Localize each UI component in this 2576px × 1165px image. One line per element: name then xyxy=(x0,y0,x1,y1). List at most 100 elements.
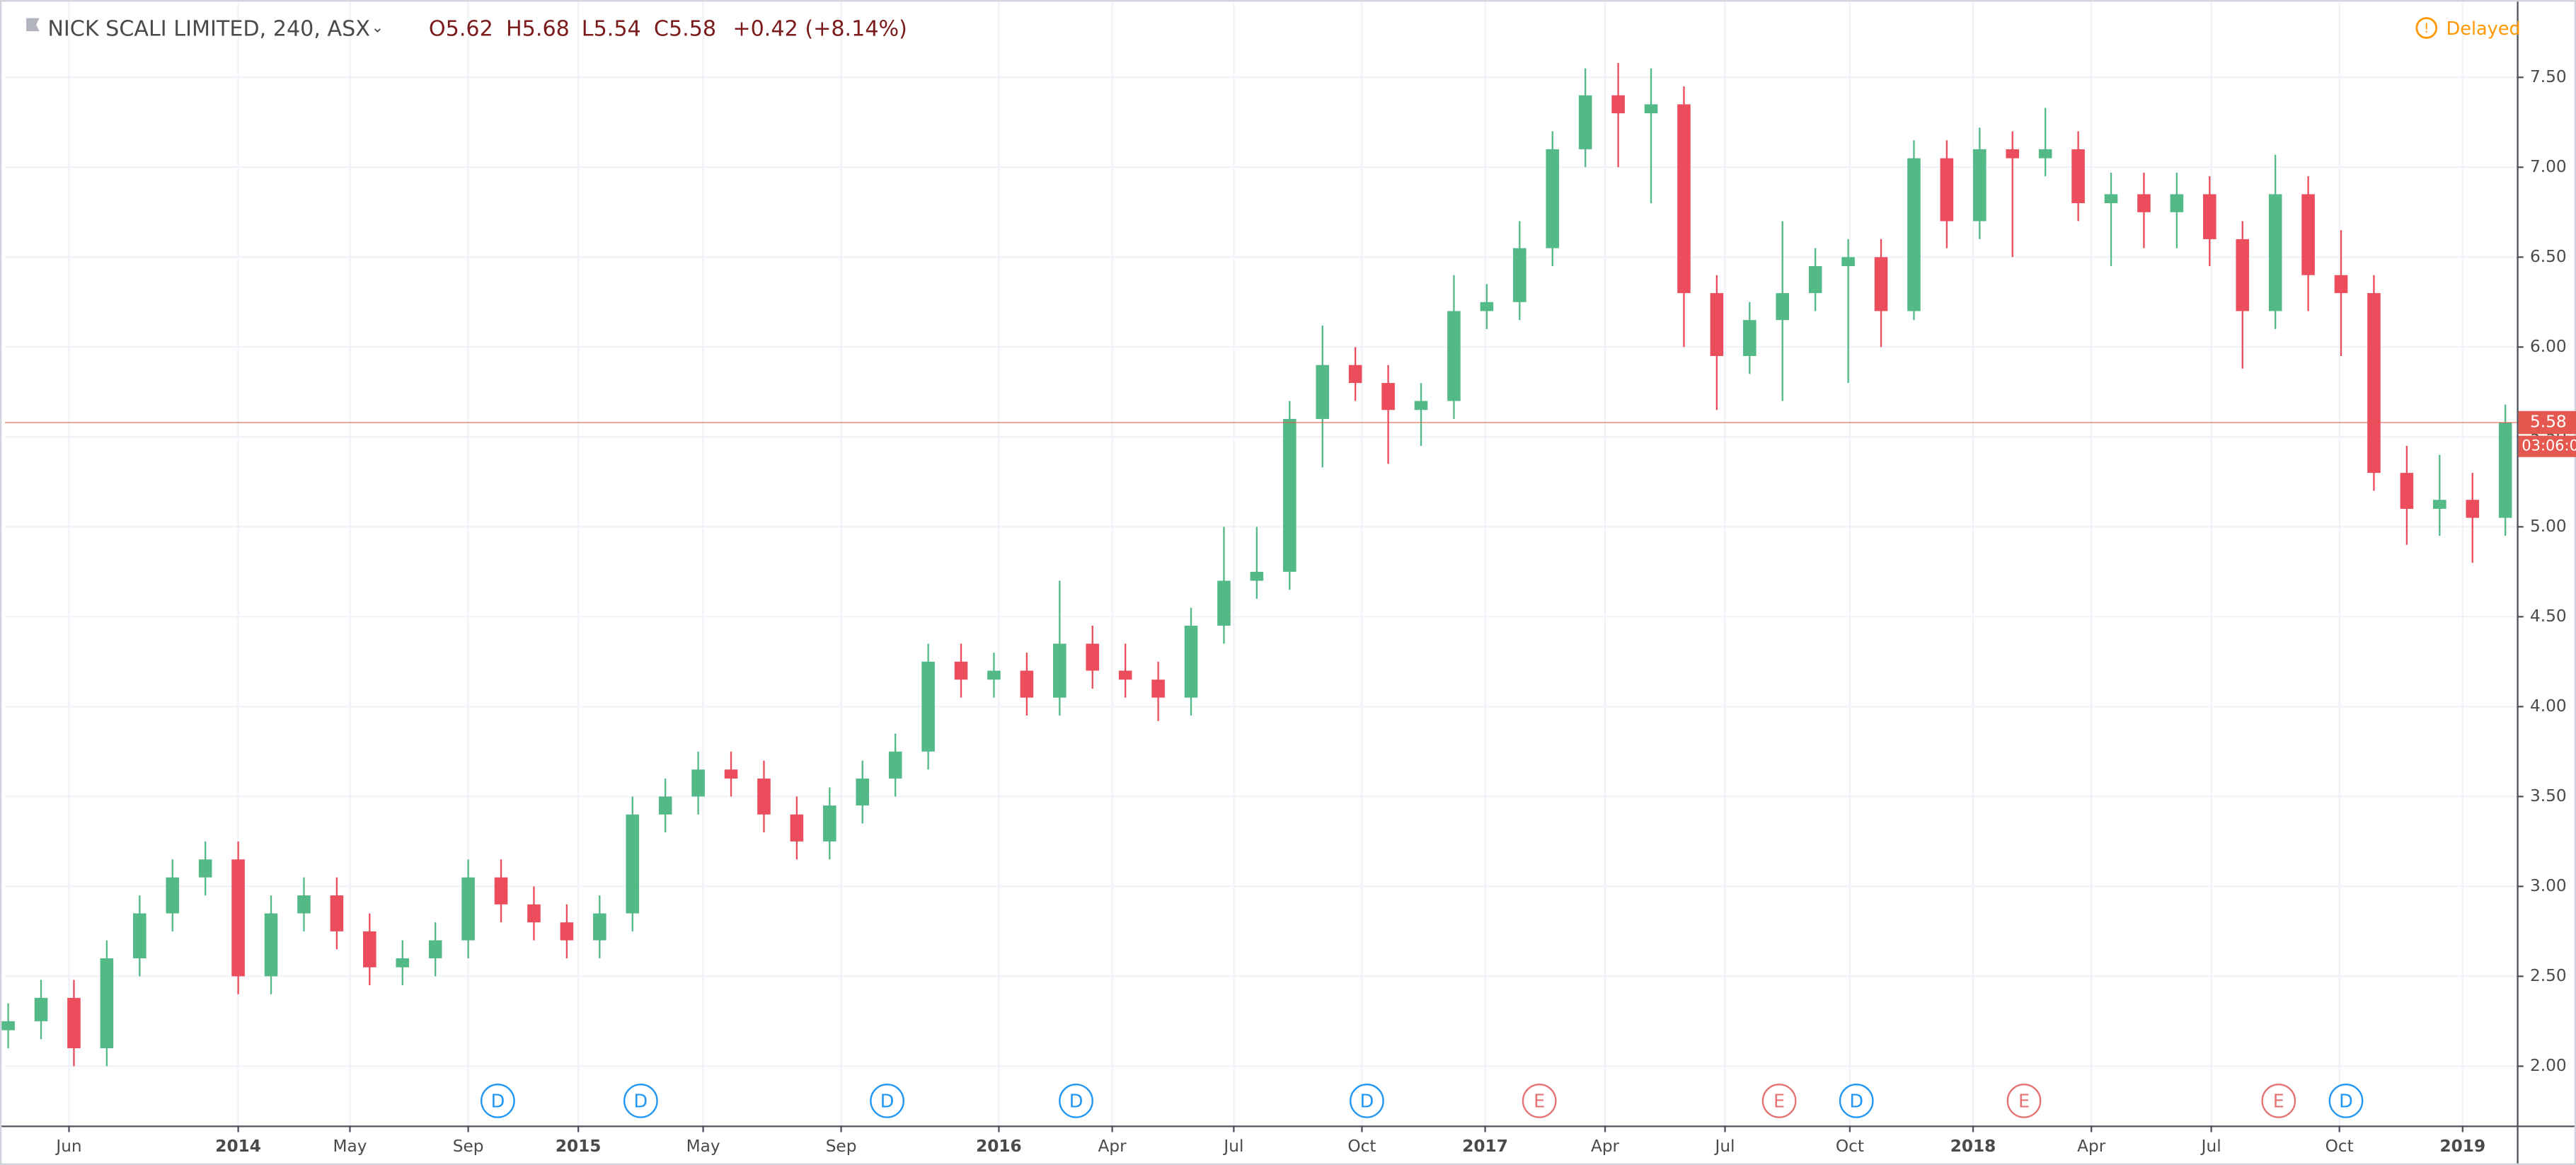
event-marker[interactable] xyxy=(1522,1084,1557,1118)
candle-body xyxy=(297,895,311,914)
event-marker[interactable] xyxy=(870,1084,904,1118)
candle-body xyxy=(1,1021,15,1031)
candle-body xyxy=(461,877,475,941)
candle-body xyxy=(1184,626,1198,698)
x-tick-label: Oct xyxy=(2325,1137,2354,1156)
event-label[interactable]: D xyxy=(1849,1091,1863,1113)
candle-body xyxy=(67,997,81,1049)
candle-body xyxy=(1874,257,1888,311)
event-marker[interactable] xyxy=(623,1084,658,1118)
x-tick-label: Jul xyxy=(2200,1137,2221,1156)
y-tick-label: 3.50 xyxy=(2530,786,2567,805)
event-marker[interactable] xyxy=(1350,1084,1384,1118)
candle-body xyxy=(1743,320,1756,357)
candle-body xyxy=(330,895,344,931)
candle-body xyxy=(1316,365,1330,419)
candle-body xyxy=(921,661,935,752)
delayed-icon[interactable] xyxy=(2415,17,2438,39)
delayed-status[interactable]: Delayed xyxy=(2446,18,2521,40)
candle-body xyxy=(396,958,410,968)
candle-body xyxy=(1414,401,1428,411)
candle-body xyxy=(2466,500,2480,518)
event-marker[interactable] xyxy=(1059,1084,1093,1118)
candle-body xyxy=(494,877,508,905)
candle-body xyxy=(1644,104,1658,114)
candle-body xyxy=(2367,293,2381,474)
candle-body xyxy=(2038,149,2052,159)
candle-body xyxy=(823,805,836,842)
x-tick-label: Oct xyxy=(1836,1137,1864,1156)
event-marker[interactable] xyxy=(481,1084,515,1118)
event-marker[interactable] xyxy=(1761,1084,1797,1118)
y-tick-label: 2.00 xyxy=(2530,1056,2567,1075)
event-label[interactable]: D xyxy=(1069,1091,1083,1113)
event-marker[interactable] xyxy=(2006,1084,2042,1118)
candle-body xyxy=(1381,383,1395,411)
candle-body xyxy=(2433,500,2446,509)
event-label[interactable]: E xyxy=(1534,1091,1545,1113)
dropdown-caret[interactable]: ⌄ xyxy=(372,19,384,36)
x-tick-label: Apr xyxy=(1098,1137,1127,1156)
candle-body xyxy=(954,661,968,680)
candle-body xyxy=(2137,194,2151,212)
candle-body xyxy=(2498,423,2512,518)
candle-body xyxy=(2236,239,2250,311)
event-label[interactable]: D xyxy=(2339,1091,2353,1113)
x-tick-label: 2014 xyxy=(215,1137,261,1156)
delayed-icon-mark: ! xyxy=(2424,21,2429,36)
y-tick-label: 3.00 xyxy=(2530,876,2567,895)
candle-body xyxy=(2006,149,2020,159)
candle-body xyxy=(1020,670,1034,698)
candle-body xyxy=(527,904,541,923)
candle-body xyxy=(888,751,902,779)
event-label[interactable]: D xyxy=(880,1091,895,1113)
y-tick-label: 7.00 xyxy=(2530,157,2567,176)
x-tick-label: Sep xyxy=(453,1137,484,1156)
event-label[interactable]: D xyxy=(1360,1091,1374,1113)
countdown-label: 03:06:0 xyxy=(2522,437,2576,454)
event-marker[interactable] xyxy=(2328,1084,2364,1118)
candle-body xyxy=(1151,679,1165,698)
candle-body xyxy=(2104,194,2118,204)
x-tick-label: 2016 xyxy=(976,1137,1022,1156)
x-tick-label: Jul xyxy=(1222,1137,1243,1156)
y-tick-label: 2.50 xyxy=(2530,966,2567,985)
event-marker[interactable] xyxy=(1839,1084,1874,1118)
candle-body xyxy=(34,997,48,1021)
ohlc-header: O5.62 H5.68 L5.54 C5.58 +0.42 (+8.14%) xyxy=(429,16,907,41)
candle-body xyxy=(1118,670,1132,680)
x-tick-label: 2017 xyxy=(1462,1137,1508,1156)
candle-body xyxy=(264,913,278,977)
candle-body xyxy=(1578,95,1592,149)
ohlc-value: O5.62 xyxy=(429,16,493,41)
candle-body xyxy=(724,769,738,779)
event-label[interactable]: D xyxy=(634,1091,648,1113)
candle-body xyxy=(560,922,574,941)
symbol-title[interactable]: NICK SCALI LIMITED, 240, ASX xyxy=(47,16,370,41)
candle-body xyxy=(1513,248,1526,302)
ohlc-value: L5.54 xyxy=(582,16,641,41)
candle-body xyxy=(2268,194,2282,311)
candle-body xyxy=(1480,302,1494,311)
event-label[interactable]: E xyxy=(2273,1091,2284,1113)
y-tick-label: 6.50 xyxy=(2530,247,2567,266)
x-tick-label: 2015 xyxy=(556,1137,602,1156)
event-marker[interactable] xyxy=(2261,1084,2296,1118)
event-label[interactable]: E xyxy=(2018,1091,2030,1113)
last-price-label: 5.58 xyxy=(2530,413,2567,432)
candle-body xyxy=(1973,149,1986,222)
flag-icon[interactable] xyxy=(26,18,40,32)
candle-body xyxy=(658,796,672,815)
candle-body xyxy=(2301,194,2315,275)
event-label[interactable]: E xyxy=(1773,1091,1785,1113)
x-tick-label: 2019 xyxy=(2440,1137,2486,1156)
event-label[interactable]: D xyxy=(491,1091,505,1113)
y-tick-label: 7.50 xyxy=(2530,67,2567,86)
candle-body xyxy=(593,913,606,941)
candle-body xyxy=(198,859,212,878)
candle-body xyxy=(428,940,442,958)
candle-body xyxy=(1447,311,1461,401)
